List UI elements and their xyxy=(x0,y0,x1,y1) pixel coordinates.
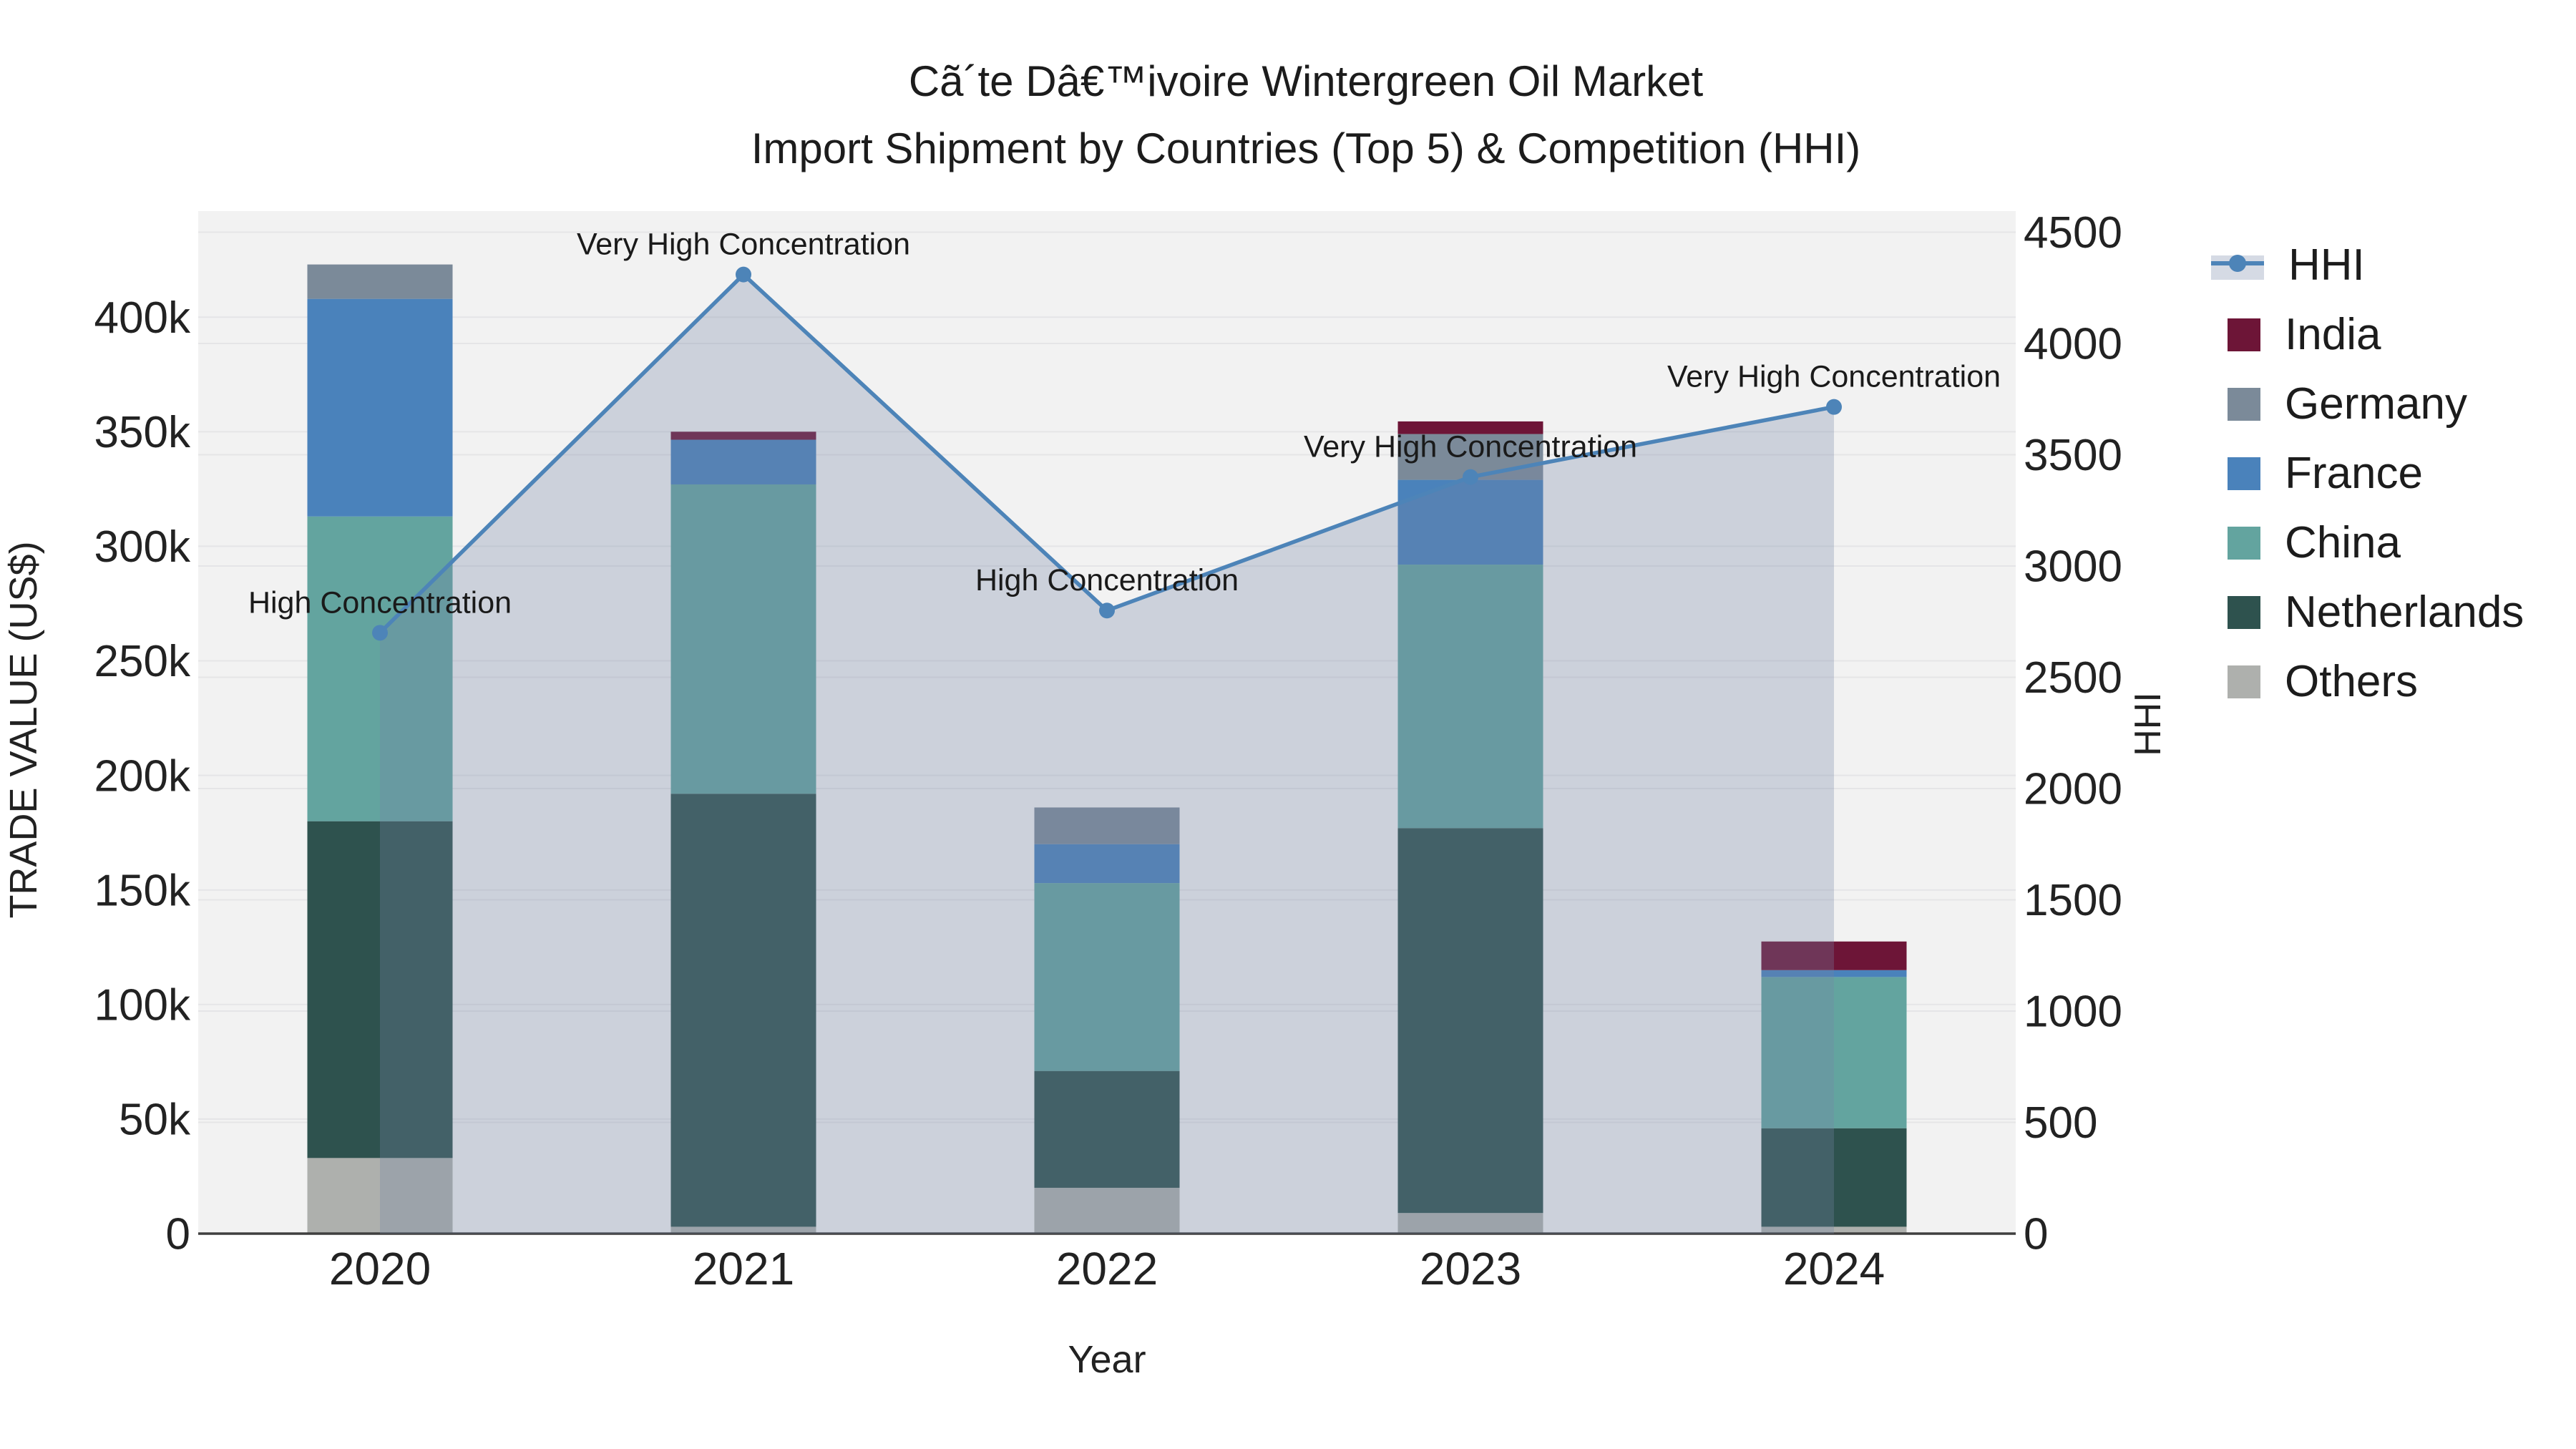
bar-china-2022[interactable] xyxy=(1034,883,1180,1071)
x-axis-title: Year xyxy=(1068,1338,1146,1381)
left-tick-label: 150k xyxy=(94,866,191,915)
bar-netherlands-2022[interactable] xyxy=(1034,1070,1180,1188)
legend-item-china[interactable]: China xyxy=(2211,508,2524,577)
legend-label: Others xyxy=(2285,657,2419,706)
x-tick-label-2020: 2020 xyxy=(329,1243,431,1294)
left-axis-title: TRADE VALUE (US$) xyxy=(2,541,45,919)
legend: HHI India Germany France China Netherlands Oth… xyxy=(2211,230,2524,716)
right-tick-label: 4000 xyxy=(2024,320,2122,369)
bar-germany-2022[interactable] xyxy=(1034,807,1180,844)
bar-china-2020[interactable] xyxy=(307,516,453,821)
x-tick-label-2024: 2024 xyxy=(1783,1243,1885,1294)
hhi-area xyxy=(380,274,1834,1234)
right-tick-label: 4500 xyxy=(2024,208,2122,258)
bar-others-2022[interactable] xyxy=(1034,1187,1180,1234)
bar-netherlands-2024[interactable] xyxy=(1761,1128,1907,1227)
bar-germany-2020[interactable] xyxy=(307,264,453,299)
bar-others-2024[interactable] xyxy=(1761,1226,1907,1234)
hhi-point-2023[interactable] xyxy=(1463,469,1478,485)
hhi-point-2022[interactable] xyxy=(1099,602,1115,619)
left-tick-label: 300k xyxy=(94,522,191,572)
right-tick-label: 3500 xyxy=(2024,431,2122,480)
right-tick-label: 1000 xyxy=(2024,987,2122,1037)
annotation-2023: Very High Concentration xyxy=(1304,430,1637,464)
hhi-point-2021[interactable] xyxy=(736,266,751,283)
legend-label: India xyxy=(2285,310,2381,359)
bar-china-2023[interactable] xyxy=(1397,565,1543,829)
annotation-2020: High Concentration xyxy=(248,585,512,620)
annotation-2021: Very High Concentration xyxy=(577,228,910,262)
right-tick-label: 2000 xyxy=(2024,765,2122,814)
legend-item-germany[interactable]: Germany xyxy=(2211,369,2524,439)
legend-label: Netherlands xyxy=(2285,587,2524,637)
legend-swatch-icon xyxy=(2228,457,2260,490)
x-tick-label-2023: 2023 xyxy=(1420,1243,1521,1294)
legend-item-france[interactable]: France xyxy=(2211,439,2524,508)
legend-item-netherlands[interactable]: Netherlands xyxy=(2211,577,2524,647)
bar-netherlands-2023[interactable] xyxy=(1397,828,1543,1214)
bar-india-2024[interactable] xyxy=(1761,941,1907,970)
legend-label: France xyxy=(2285,449,2423,498)
legend-item-others[interactable]: Others xyxy=(2211,647,2524,716)
right-tick-label: 0 xyxy=(2024,1210,2048,1259)
bar-netherlands-2021[interactable] xyxy=(670,794,816,1227)
legend-swatch-icon xyxy=(2228,665,2260,698)
left-tick-label: 100k xyxy=(94,981,191,1030)
left-tick-label: 50k xyxy=(119,1096,191,1145)
hhi-point-2020[interactable] xyxy=(372,625,388,641)
legend-label: HHI xyxy=(2288,240,2365,290)
legend-item-india[interactable]: India xyxy=(2211,300,2524,369)
chart-title-line2: Import Shipment by Countries (Top 5) & C… xyxy=(751,125,1861,172)
bar-others-2021[interactable] xyxy=(670,1226,816,1234)
x-tick-label-2021: 2021 xyxy=(693,1243,794,1294)
hhi-point-2024[interactable] xyxy=(1826,399,1842,415)
legend-swatch-icon xyxy=(2228,387,2260,421)
bar-china-2024[interactable] xyxy=(1761,977,1907,1128)
legend-label: China xyxy=(2285,518,2401,567)
bar-france-2022[interactable] xyxy=(1034,844,1180,884)
legend-swatch-icon xyxy=(2228,595,2260,629)
legend-swatch-icon xyxy=(2228,318,2260,351)
x-tick-label-2022: 2022 xyxy=(1056,1243,1158,1294)
right-axis-title: HHI xyxy=(2127,692,2169,756)
bar-india-2023[interactable] xyxy=(1397,421,1543,434)
bar-others-2023[interactable] xyxy=(1397,1213,1543,1234)
bar-netherlands-2020[interactable] xyxy=(307,821,453,1158)
bar-france-2024[interactable] xyxy=(1761,970,1907,977)
annotation-2024: Very High Concentration xyxy=(1667,360,2001,394)
left-tick-label: 250k xyxy=(94,637,191,686)
chart-title-line1: Cã´te Dâ€™ivoire Wintergreen Oil Market xyxy=(908,57,1704,105)
bar-others-2020[interactable] xyxy=(307,1158,453,1234)
bar-china-2021[interactable] xyxy=(670,484,816,794)
left-tick-label: 0 xyxy=(166,1210,190,1259)
legend-item-hhi[interactable]: HHI xyxy=(2211,230,2524,300)
left-tick-label: 350k xyxy=(94,408,191,457)
hhi-line-swatch-icon xyxy=(2211,251,2264,280)
right-tick-label: 3000 xyxy=(2024,542,2122,592)
right-tick-label: 2500 xyxy=(2024,653,2122,703)
right-tick-label: 500 xyxy=(2024,1098,2097,1148)
left-tick-label: 400k xyxy=(94,293,191,343)
bar-france-2020[interactable] xyxy=(307,298,453,517)
left-tick-label: 200k xyxy=(94,751,191,801)
bar-france-2021[interactable] xyxy=(670,439,816,484)
right-tick-label: 1500 xyxy=(2024,876,2122,925)
legend-label: Germany xyxy=(2285,379,2467,429)
bar-india-2021[interactable] xyxy=(670,431,816,440)
annotation-2022: High Concentration xyxy=(975,563,1239,597)
legend-swatch-icon xyxy=(2228,526,2260,560)
